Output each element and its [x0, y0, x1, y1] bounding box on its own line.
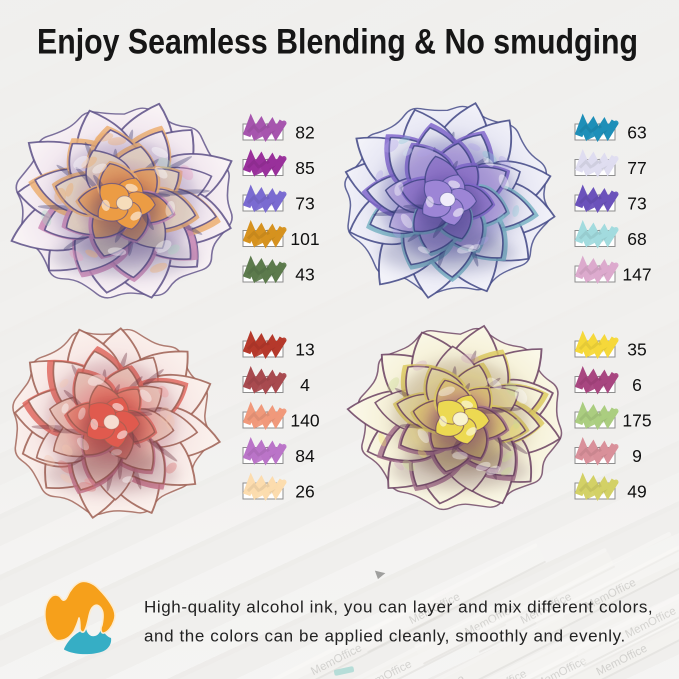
svg-text:9: 9 [632, 446, 642, 466]
svg-text:Enjoy Seamless Blending & No s: Enjoy Seamless Blending & No smudging [37, 23, 638, 62]
svg-text:63: 63 [627, 123, 646, 143]
svg-text:147: 147 [622, 265, 651, 285]
svg-text:175: 175 [622, 411, 651, 431]
svg-text:43: 43 [295, 265, 314, 285]
svg-text:and the colors can be applied: and the colors can be applied cleanly, s… [144, 627, 626, 646]
svg-text:High-quality alcohol ink, you: High-quality alcohol ink, you can layer … [144, 598, 653, 617]
svg-text:73: 73 [627, 194, 646, 214]
svg-text:85: 85 [295, 158, 314, 178]
svg-text:101: 101 [290, 229, 319, 249]
svg-text:6: 6 [632, 375, 642, 395]
svg-text:68: 68 [627, 229, 646, 249]
svg-text:140: 140 [290, 411, 319, 431]
svg-text:13: 13 [295, 340, 314, 360]
svg-text:49: 49 [627, 482, 646, 502]
svg-text:84: 84 [295, 446, 315, 466]
svg-text:82: 82 [295, 123, 314, 143]
svg-text:35: 35 [627, 340, 646, 360]
svg-text:4: 4 [300, 375, 310, 395]
svg-text:26: 26 [295, 482, 314, 502]
svg-text:77: 77 [627, 158, 646, 178]
svg-text:73: 73 [295, 194, 314, 214]
